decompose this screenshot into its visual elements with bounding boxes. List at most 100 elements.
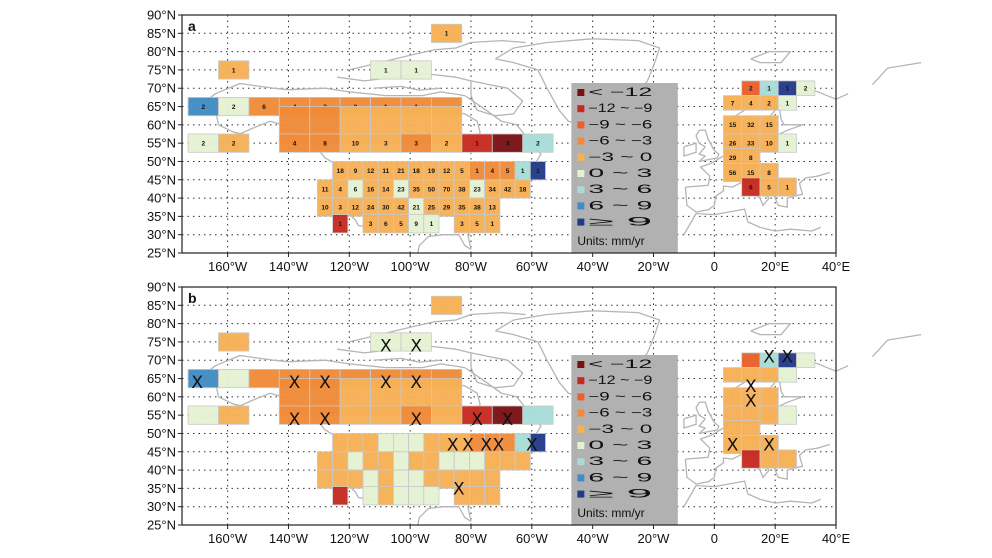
grid-cell xyxy=(741,449,761,469)
cell-count-label: 18 xyxy=(413,168,421,175)
cell-count-label: 4 xyxy=(749,100,753,107)
lon-tick-label: 140°W xyxy=(269,259,309,274)
significance-x-mark: X xyxy=(319,410,331,430)
coastline xyxy=(417,506,472,526)
grid-cell xyxy=(430,405,463,425)
cell-count-label: 1 xyxy=(521,168,525,175)
significance-x-mark: X xyxy=(480,435,492,455)
lat-tick-label: 90°N xyxy=(147,280,176,295)
lon-tick-label: 0 xyxy=(711,531,718,546)
grid-cell xyxy=(484,486,501,506)
plot-frame xyxy=(181,14,837,254)
grid-cell xyxy=(777,367,797,383)
cell-count-label: 6 xyxy=(262,104,266,111)
legend-swatch xyxy=(577,137,585,145)
lon-tick-label: 20°E xyxy=(761,259,790,274)
cell-count-label: 6 xyxy=(384,221,388,228)
legend-box xyxy=(571,83,678,253)
coastline xyxy=(695,129,720,163)
grid-cell xyxy=(248,368,280,389)
legend-swatch xyxy=(577,361,585,368)
legend-swatch xyxy=(577,458,585,466)
lon-tick-label: 160°W xyxy=(208,531,248,546)
legend-label: −6 ~ −3 xyxy=(588,136,652,148)
grid-cell xyxy=(438,469,455,489)
grid-cell xyxy=(339,405,372,425)
cell-count-label: 2 xyxy=(536,141,540,148)
coastline xyxy=(683,480,822,508)
legend-swatch xyxy=(577,202,585,210)
legend-swatch xyxy=(577,153,585,161)
grid-cell xyxy=(529,433,546,453)
lat-tick-label: 60°N xyxy=(147,389,176,404)
grid-cell xyxy=(408,486,425,506)
legend-label: −12 ~ −9 xyxy=(588,103,652,115)
grid-cell xyxy=(392,433,409,453)
legend-label: 3 ~ 6 xyxy=(588,456,652,468)
lon-tick-label: 140°W xyxy=(269,531,309,546)
significance-x-mark: X xyxy=(410,373,422,393)
cell-count-label: 1 xyxy=(767,86,771,93)
grid-cell xyxy=(484,469,501,489)
lon-tick-label: 100°W xyxy=(391,531,431,546)
significance-x-mark: X xyxy=(380,373,392,393)
legend-units: Units: mm/yr xyxy=(577,234,644,248)
significance-x-mark: X xyxy=(289,373,301,393)
grid-cell xyxy=(218,368,250,389)
cell-count-label: 5 xyxy=(399,221,403,228)
cell-count-label: 2 xyxy=(232,104,236,111)
lon-tick-label: 120°W xyxy=(330,259,370,274)
legend-swatch xyxy=(577,442,585,449)
cell-count-label: 15 xyxy=(765,122,773,129)
significance-x-mark: X xyxy=(502,410,514,430)
cell-count-label: 19 xyxy=(428,168,436,175)
grid-cell xyxy=(332,469,349,489)
legend-swatch xyxy=(577,170,585,177)
coastline xyxy=(872,333,922,358)
lon-tick-label: 100°W xyxy=(391,259,431,274)
cell-count-label: 6 xyxy=(749,185,753,192)
lat-tick-label: 70°N xyxy=(147,353,176,368)
cell-count-label: 14 xyxy=(382,186,390,193)
grid-cell xyxy=(332,433,349,453)
grid-cell xyxy=(392,451,409,471)
significance-x-mark: X xyxy=(319,373,331,393)
lat-tick-label: 40°N xyxy=(147,463,176,478)
significance-x-mark: X xyxy=(191,373,203,393)
legend-label: 0 ~ 3 xyxy=(588,168,652,180)
legend-label: 3 ~ 6 xyxy=(588,184,652,196)
cell-count-label: 15 xyxy=(747,170,755,177)
cell-count-label: 2 xyxy=(804,86,808,93)
significance-x-mark: X xyxy=(471,410,483,430)
coastline xyxy=(202,82,465,104)
grid-cell xyxy=(408,433,425,453)
cell-count-label: 3 xyxy=(460,221,464,228)
cell-count-label: 30 xyxy=(382,205,390,212)
grid-cell xyxy=(423,469,440,489)
cell-count-label: 1 xyxy=(785,100,789,107)
lon-tick-label: 40°E xyxy=(822,259,851,274)
grid-cell xyxy=(187,405,219,425)
grid-cell xyxy=(469,486,486,506)
cell-count-label: 2 xyxy=(767,100,771,107)
cell-count-label: 1 xyxy=(338,221,342,228)
lon-tick-label: 20°W xyxy=(638,531,671,546)
significance-x-mark: X xyxy=(763,348,775,368)
coastline xyxy=(683,414,697,429)
cell-count-label: 12 xyxy=(367,168,375,175)
cell-count-label: 16 xyxy=(367,186,375,193)
cell-count-label: 1 xyxy=(475,168,479,175)
cell-count-label: 35 xyxy=(458,205,466,212)
cell-count-label: 6 xyxy=(354,186,358,193)
cell-count-label: 3 xyxy=(338,205,342,212)
significance-x-mark: X xyxy=(493,435,505,455)
cell-count-label: 32 xyxy=(747,122,755,129)
lon-tick-label: 40°W xyxy=(577,531,610,546)
grid-cell xyxy=(377,469,394,489)
grid-cell xyxy=(347,469,364,489)
cell-count-label: 25 xyxy=(428,205,436,212)
cell-count-label: 15 xyxy=(729,122,737,129)
grid-cell xyxy=(514,179,531,199)
